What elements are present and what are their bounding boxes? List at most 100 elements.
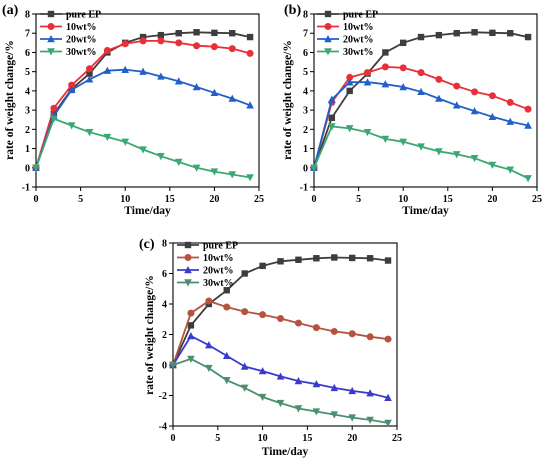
data-point (193, 42, 201, 50)
data-point (67, 85, 76, 94)
data-point (222, 351, 231, 360)
data-point (435, 148, 443, 156)
data-point (228, 94, 237, 102)
y-tick-label: -1 (300, 183, 308, 194)
data-point (313, 255, 320, 262)
x-tick-label: 20 (347, 433, 357, 444)
y-tick-label: 2 (25, 125, 30, 136)
panel-label: (b) (284, 3, 301, 18)
series-3 (310, 123, 532, 183)
data-point (276, 399, 285, 408)
x-tick-label: 25 (392, 433, 402, 444)
legend-marker (324, 35, 332, 43)
y-tick-label: 7 (303, 29, 308, 40)
data-point (384, 393, 392, 401)
data-point (187, 332, 195, 340)
data-point (259, 262, 266, 270)
y-tick-label: 2 (303, 125, 308, 136)
legend-marker (324, 23, 332, 30)
data-point (187, 309, 195, 317)
data-point (470, 154, 479, 163)
x-tick-label: 0 (171, 433, 176, 444)
data-point (417, 143, 425, 151)
data-point (384, 335, 392, 343)
data-point (276, 372, 285, 380)
data-point (258, 367, 267, 375)
data-point (222, 377, 231, 385)
data-point (192, 83, 201, 91)
data-point (470, 107, 479, 115)
data-point (240, 362, 249, 370)
data-point (187, 322, 195, 329)
legend-label: pure EP (343, 10, 378, 21)
data-point (399, 64, 407, 72)
data-point (211, 29, 218, 37)
y-tick-label: -2 (159, 391, 167, 402)
data-point (246, 101, 254, 109)
data-point (524, 33, 532, 41)
x-axis-title: Time/day (124, 205, 171, 217)
x-tick-label: 0 (34, 194, 39, 205)
data-point (330, 327, 338, 335)
data-point (121, 40, 129, 48)
data-point (205, 341, 213, 349)
data-point (175, 39, 183, 47)
data-point (345, 78, 354, 86)
legend-marker (47, 35, 55, 43)
data-point (435, 75, 443, 83)
data-point (328, 123, 336, 131)
y-tick-label: -4 (159, 422, 167, 433)
data-point (277, 258, 284, 265)
data-point (50, 115, 58, 123)
data-point (241, 270, 248, 277)
legend-marker (324, 48, 332, 56)
y-tick-label: 6 (162, 269, 167, 280)
data-point (399, 138, 407, 146)
plot-frame (313, 13, 538, 188)
x-tick-label: 5 (356, 194, 361, 205)
legend-label: 10wt% (66, 22, 97, 33)
legend-marker (47, 23, 55, 30)
data-point (400, 39, 407, 47)
data-point (524, 121, 532, 129)
data-point (435, 94, 443, 102)
legend-marker (324, 10, 332, 18)
series-1 (169, 297, 392, 369)
data-point (366, 389, 374, 397)
data-point (139, 146, 147, 154)
series-2 (169, 332, 392, 401)
data-point (246, 49, 254, 57)
data-point (366, 333, 374, 341)
y-tick-label: 0 (303, 163, 308, 174)
data-point (363, 78, 372, 86)
data-point (246, 174, 254, 182)
series-1 (310, 63, 532, 172)
y-tick-label: 4 (25, 86, 30, 97)
x-tick-label: 25 (532, 194, 542, 205)
data-point (349, 254, 356, 262)
chart-panel-1: 0 5 10 15 20 25 -1 0 1 2 3 4 5 6 7 8 Time/day rate of wei… (282, 3, 542, 217)
legend-label: 30wt% (343, 47, 374, 58)
data-point (328, 95, 336, 103)
legend-marker (47, 48, 55, 56)
data-point (312, 324, 320, 332)
data-point (507, 30, 514, 37)
data-point (381, 80, 390, 88)
data-point (348, 414, 356, 422)
y-tick-label: 4 (162, 300, 167, 311)
y-tick-label: 6 (25, 48, 30, 59)
y-tick-label: 1 (303, 144, 308, 155)
data-point (241, 308, 249, 316)
data-point (328, 114, 336, 121)
data-point (506, 117, 515, 125)
data-point (346, 87, 353, 95)
data-point (364, 69, 372, 77)
data-point (453, 82, 461, 90)
data-point (363, 129, 372, 137)
data-point (228, 45, 236, 53)
legend-marker (184, 279, 192, 287)
data-point (294, 319, 302, 327)
data-point (506, 166, 515, 174)
